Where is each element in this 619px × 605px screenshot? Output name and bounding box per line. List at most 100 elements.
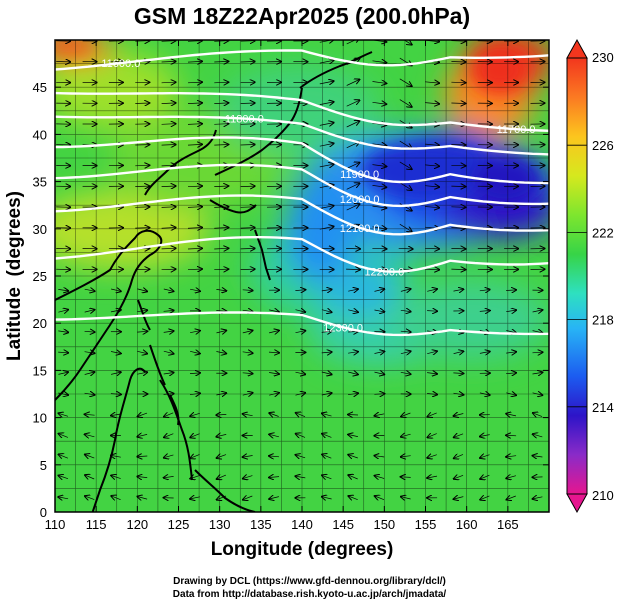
wind-arrow: [319, 206, 334, 209]
wind-arrow: [269, 497, 279, 499]
wind-arrow: [190, 434, 200, 438]
wind-arrow: [480, 435, 490, 437]
wind-arrow: [425, 207, 439, 208]
wind-arrow: [427, 455, 437, 458]
x-tick-label: 130: [209, 517, 231, 532]
wind-arrow: [84, 310, 95, 312]
wind-arrow: [164, 434, 174, 438]
wind-arrow: [137, 477, 148, 478]
wind-arrow: [137, 434, 148, 436]
wind-arrow: [348, 352, 358, 354]
wind-arrow: [111, 455, 121, 457]
contour-line: [55, 194, 549, 236]
wind-arrow: [137, 456, 148, 457]
wind-arrow: [85, 434, 95, 437]
wind-arrow: [454, 475, 464, 479]
wind-arrow: [372, 144, 387, 146]
wind-arrow: [480, 455, 490, 458]
contour-line: [55, 311, 549, 337]
wind-arrow: [59, 434, 69, 438]
wind-arrow: [161, 248, 176, 249]
wind-arrow: [348, 289, 358, 291]
wind-arrow: [240, 269, 255, 270]
colorbar-tick-label: 218: [592, 313, 614, 328]
wind-arrow: [240, 82, 255, 83]
wind-arrow: [319, 123, 334, 126]
wind-arrow: [319, 60, 334, 63]
wind-arrow: [451, 62, 465, 63]
wind-arrow: [400, 331, 411, 332]
wind-arrow: [216, 434, 227, 436]
wind-arrow: [532, 352, 543, 353]
contour-line: [55, 236, 549, 273]
wind-arrow: [296, 434, 306, 438]
wind-arrow: [400, 310, 411, 311]
y-tick-label: 0: [40, 505, 47, 520]
wind-arrow: [240, 248, 255, 249]
wind-arrow: [269, 373, 279, 375]
y-tick-label: 30: [33, 222, 47, 237]
colorbar-tick-label: 230: [592, 50, 614, 65]
wind-arrow: [295, 372, 306, 374]
wind-arrow: [296, 455, 306, 458]
wind-arrow: [425, 186, 439, 187]
contour-line: [55, 115, 549, 156]
wind-arrow: [240, 103, 255, 104]
wind-arrow: [163, 351, 174, 354]
wind-arrow: [375, 496, 385, 500]
wind-arrow: [214, 186, 228, 187]
wind-arrow: [84, 289, 95, 291]
wind-arrow: [348, 415, 359, 416]
colorbar-tick-label: 214: [592, 400, 614, 415]
colorbar: 210 214 218 222 226 230: [566, 38, 614, 514]
wind-arrow: [187, 207, 202, 208]
y-tick-label: 25: [33, 269, 47, 284]
wind-arrow: [84, 372, 95, 375]
wind-arrow: [190, 289, 200, 291]
wind-arrow: [216, 352, 226, 354]
contour-label: 12300.0: [323, 322, 363, 334]
wind-arrow: [454, 434, 464, 438]
wind-arrow: [161, 207, 176, 208]
wind-arrow: [187, 61, 202, 62]
wind-arrow: [214, 269, 228, 270]
wind-arrow: [164, 413, 174, 417]
wind-arrow: [269, 331, 279, 333]
wind-arrow: [401, 497, 411, 499]
wind-arrow: [319, 164, 334, 167]
wind-arrow: [532, 331, 543, 333]
wind-arrow: [164, 455, 174, 458]
wind-arrow: [399, 140, 412, 148]
colorbar-tick-label: 222: [592, 225, 614, 240]
wind-arrow: [242, 331, 253, 333]
wind-arrow: [453, 351, 464, 353]
wind-arrow: [137, 289, 147, 292]
contour-label: 11600.0: [101, 58, 140, 70]
wind-arrow: [399, 203, 412, 210]
wind-arrow: [427, 351, 437, 354]
wind-arrow: [216, 311, 226, 312]
wind-arrow: [240, 145, 255, 146]
height-contours: 11600.0 11700.0 11800.0 11900.0 12000.0 12100…: [55, 49, 549, 337]
wind-arrow: [425, 144, 439, 145]
wind-arrow: [243, 414, 253, 416]
wind-arrow: [187, 82, 202, 83]
wind-arrow: [161, 61, 176, 62]
wind-arrow: [295, 290, 305, 291]
wind-arrow: [137, 351, 147, 353]
wind-arrow: [269, 456, 280, 457]
wind-arrow: [187, 269, 202, 270]
x-axis: 110 115 120 125 130 135 140 145 150 155 160 165: [45, 40, 519, 532]
colorbar-gradient: [566, 57, 588, 495]
wind-arrow: [372, 227, 387, 229]
wind-arrow: [348, 496, 358, 500]
wind-arrow: [190, 497, 200, 499]
wind-arrow: [187, 228, 202, 229]
x-tick-label: 155: [415, 517, 437, 532]
wind-arrow: [240, 186, 255, 187]
wind-arrow: [453, 373, 463, 374]
wind-arrow: [268, 352, 279, 353]
wind-arrow: [401, 434, 411, 437]
wind-arrow: [214, 124, 228, 125]
